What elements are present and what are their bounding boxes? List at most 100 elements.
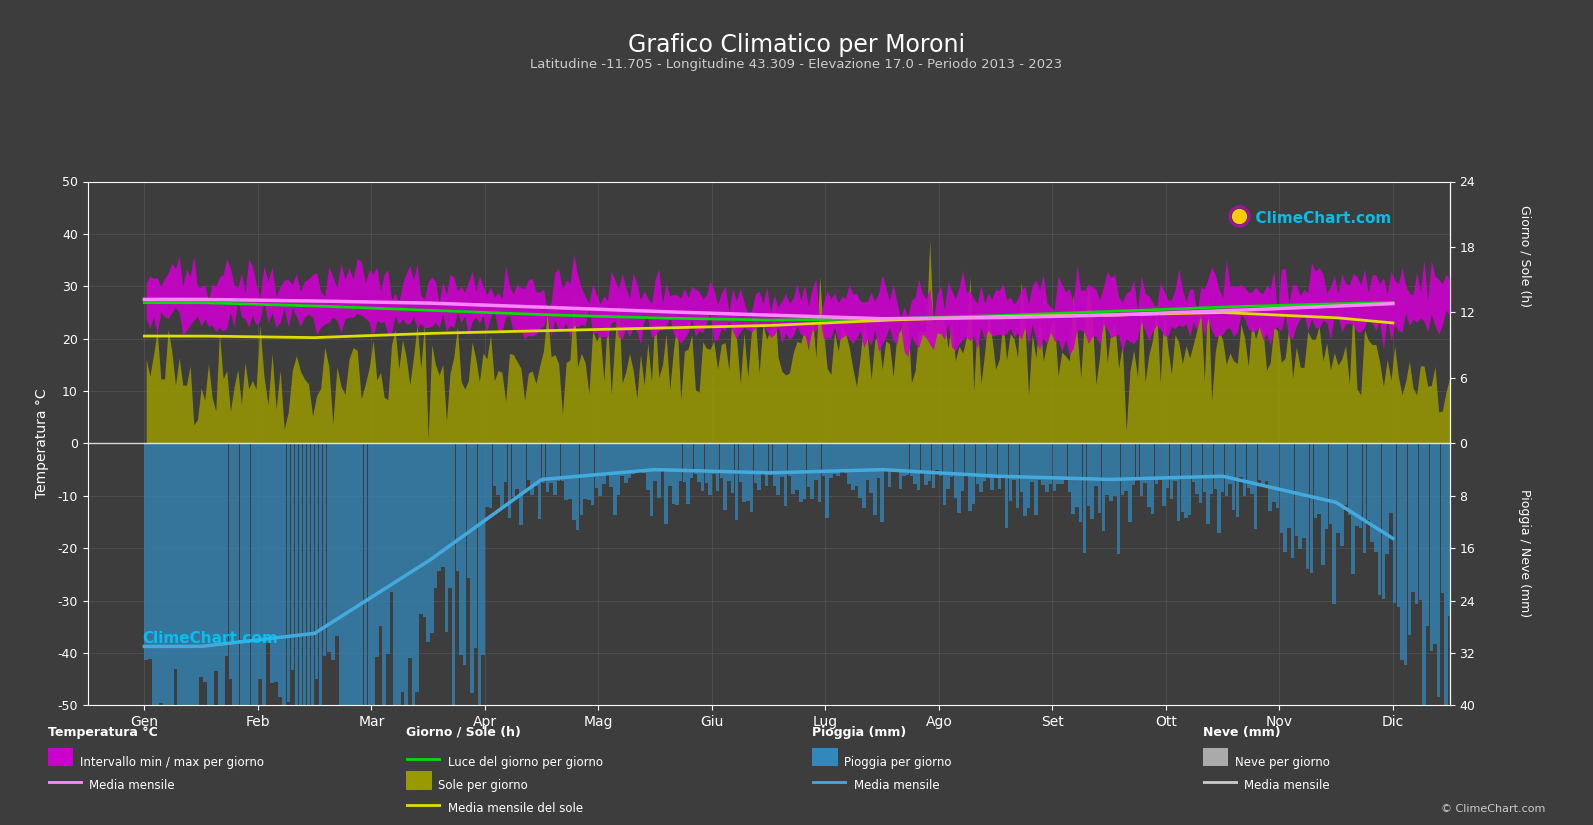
Bar: [1174, 444, 1177, 481]
Bar: [519, 444, 523, 526]
Bar: [545, 444, 550, 492]
Bar: [464, 444, 467, 666]
Text: Pioggia / Neve (mm): Pioggia / Neve (mm): [1518, 488, 1531, 617]
Bar: [1301, 444, 1306, 538]
Bar: [481, 444, 484, 654]
Bar: [983, 444, 986, 481]
Bar: [1231, 444, 1235, 511]
Bar: [792, 444, 795, 494]
Bar: [1228, 444, 1231, 484]
Bar: [148, 444, 151, 659]
Y-axis label: Temperatura °C: Temperatura °C: [35, 389, 49, 498]
Bar: [233, 444, 236, 705]
Bar: [918, 444, 921, 490]
Bar: [1295, 444, 1298, 536]
Bar: [1321, 444, 1325, 565]
Bar: [1481, 444, 1485, 705]
Bar: [564, 444, 569, 500]
Bar: [1448, 444, 1451, 616]
Bar: [1180, 444, 1184, 512]
Bar: [207, 444, 210, 705]
Bar: [218, 444, 221, 705]
Text: Giorno / Sole (h): Giorno / Sole (h): [406, 726, 521, 739]
Bar: [448, 444, 452, 587]
Bar: [672, 444, 675, 504]
Bar: [1125, 444, 1128, 491]
Bar: [876, 444, 881, 478]
Bar: [287, 444, 290, 702]
Bar: [1236, 444, 1239, 517]
Bar: [523, 444, 526, 493]
Bar: [489, 444, 492, 507]
Bar: [613, 444, 616, 515]
Text: Grafico Climatico per Moroni: Grafico Climatico per Moroni: [628, 33, 965, 57]
Bar: [355, 444, 358, 705]
Bar: [844, 444, 847, 473]
Bar: [575, 444, 580, 530]
Bar: [1356, 444, 1359, 526]
Bar: [542, 444, 545, 483]
Bar: [712, 444, 715, 474]
Bar: [382, 444, 386, 705]
Bar: [881, 444, 884, 522]
Bar: [1389, 444, 1392, 513]
Bar: [1325, 444, 1329, 529]
Text: Media mensile: Media mensile: [854, 779, 940, 792]
Bar: [196, 444, 199, 705]
Bar: [647, 444, 650, 490]
Bar: [247, 444, 250, 705]
Bar: [1359, 444, 1362, 528]
Bar: [994, 444, 997, 478]
Bar: [225, 444, 228, 656]
Bar: [530, 444, 534, 495]
Bar: [991, 444, 994, 490]
Bar: [1381, 444, 1386, 599]
Bar: [319, 444, 322, 705]
Bar: [910, 444, 913, 476]
Bar: [1220, 444, 1225, 492]
Bar: [182, 444, 185, 705]
Bar: [873, 444, 876, 515]
Bar: [266, 444, 269, 643]
Bar: [965, 444, 969, 477]
Bar: [828, 444, 833, 478]
Bar: [913, 444, 918, 483]
Bar: [433, 444, 436, 588]
Bar: [769, 444, 773, 474]
Bar: [1211, 444, 1214, 494]
Bar: [569, 444, 572, 498]
Bar: [550, 444, 553, 483]
Bar: [159, 444, 162, 703]
Bar: [773, 444, 776, 486]
Bar: [1290, 444, 1295, 559]
Bar: [1075, 444, 1078, 507]
Bar: [558, 444, 561, 481]
Bar: [478, 444, 481, 705]
Bar: [386, 444, 390, 654]
Bar: [811, 444, 814, 498]
Bar: [339, 444, 342, 705]
Bar: [1397, 444, 1400, 606]
Bar: [825, 444, 828, 518]
Bar: [1400, 444, 1403, 660]
Bar: [145, 444, 148, 659]
Bar: [1419, 444, 1423, 601]
Bar: [331, 444, 335, 660]
Bar: [1474, 444, 1477, 705]
Bar: [444, 444, 448, 633]
Bar: [787, 444, 792, 475]
Text: Neve (mm): Neve (mm): [1203, 726, 1281, 739]
Bar: [156, 444, 159, 705]
Bar: [1351, 444, 1356, 574]
Bar: [1262, 444, 1265, 486]
Bar: [1243, 444, 1246, 496]
Bar: [1298, 444, 1301, 549]
Bar: [299, 444, 303, 705]
Bar: [202, 444, 207, 681]
Text: Sole per giorno: Sole per giorno: [438, 779, 527, 792]
Bar: [898, 444, 902, 489]
Bar: [583, 444, 586, 499]
Bar: [572, 444, 575, 520]
Bar: [1344, 444, 1348, 505]
Bar: [980, 444, 983, 493]
